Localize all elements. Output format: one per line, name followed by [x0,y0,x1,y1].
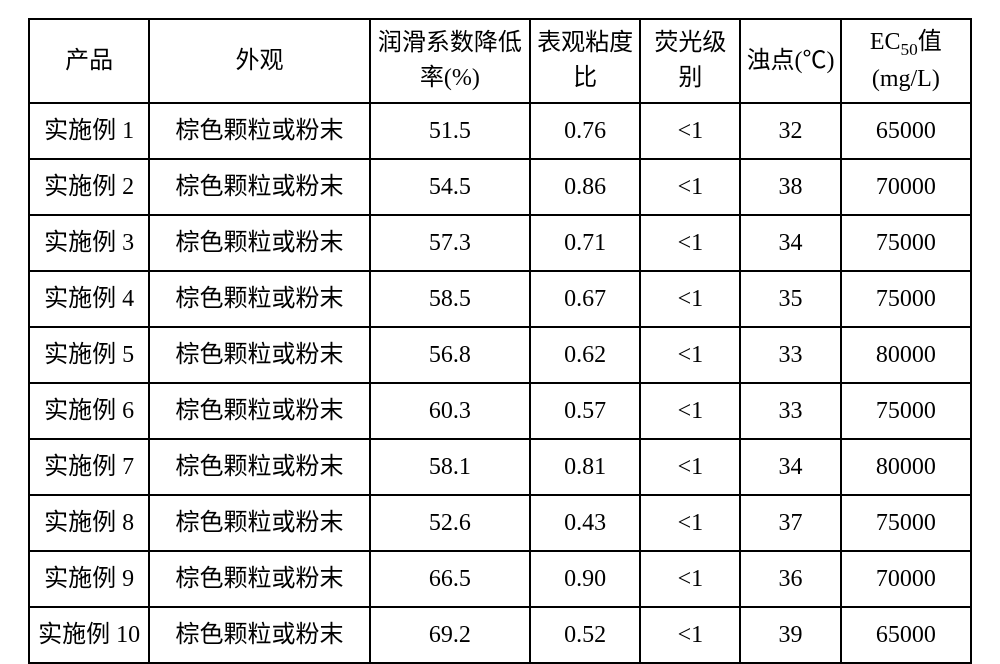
col-header-fluorescence: 荧光级别 [640,19,740,103]
table-row: 实施例 3棕色颗粒或粉末57.30.71<13475000 [29,215,971,271]
cell-product: 实施例 10 [29,607,149,663]
cell-ec50: 70000 [841,551,971,607]
cell-cloud_point: 34 [740,215,840,271]
cell-appearance: 棕色颗粒或粉末 [149,159,369,215]
table-row: 实施例 6棕色颗粒或粉末60.30.57<13375000 [29,383,971,439]
cell-appearance: 棕色颗粒或粉末 [149,607,369,663]
cell-fluorescence: <1 [640,271,740,327]
cell-cloud_point: 33 [740,327,840,383]
table-row: 实施例 10棕色颗粒或粉末69.20.52<13965000 [29,607,971,663]
cell-fluorescence: <1 [640,327,740,383]
cell-cloud_point: 38 [740,159,840,215]
cell-product: 实施例 5 [29,327,149,383]
cell-appearance: 棕色颗粒或粉末 [149,551,369,607]
table-head: 产品 外观 润滑系数降低率(%) 表观粘度比 荧光级别 浊点(℃) EC50值(… [29,19,971,103]
cell-product: 实施例 1 [29,103,149,159]
cell-ec50: 80000 [841,439,971,495]
col-header-lube-drop: 润滑系数降低率(%) [370,19,530,103]
col-header-appearance: 外观 [149,19,369,103]
cell-visc_ratio: 0.67 [530,271,640,327]
cell-product: 实施例 7 [29,439,149,495]
cell-visc_ratio: 0.43 [530,495,640,551]
table-row: 实施例 4棕色颗粒或粉末58.50.67<13575000 [29,271,971,327]
cell-visc_ratio: 0.76 [530,103,640,159]
cell-appearance: 棕色颗粒或粉末 [149,495,369,551]
cell-appearance: 棕色颗粒或粉末 [149,439,369,495]
cell-ec50: 70000 [841,159,971,215]
cell-appearance: 棕色颗粒或粉末 [149,327,369,383]
cell-ec50: 80000 [841,327,971,383]
cell-cloud_point: 36 [740,551,840,607]
cell-lube_drop: 69.2 [370,607,530,663]
cell-fluorescence: <1 [640,495,740,551]
table-row: 实施例 9棕色颗粒或粉末66.50.90<13670000 [29,551,971,607]
cell-appearance: 棕色颗粒或粉末 [149,103,369,159]
cell-visc_ratio: 0.57 [530,383,640,439]
table-body: 实施例 1棕色颗粒或粉末51.50.76<13265000实施例 2棕色颗粒或粉… [29,103,971,663]
cell-ec50: 65000 [841,607,971,663]
cell-visc_ratio: 0.52 [530,607,640,663]
cell-appearance: 棕色颗粒或粉末 [149,215,369,271]
cell-fluorescence: <1 [640,159,740,215]
cell-cloud_point: 34 [740,439,840,495]
cell-ec50: 75000 [841,383,971,439]
cell-appearance: 棕色颗粒或粉末 [149,383,369,439]
cell-lube_drop: 58.1 [370,439,530,495]
cell-fluorescence: <1 [640,215,740,271]
header-row: 产品 外观 润滑系数降低率(%) 表观粘度比 荧光级别 浊点(℃) EC50值(… [29,19,971,103]
cell-visc_ratio: 0.81 [530,439,640,495]
cell-lube_drop: 54.5 [370,159,530,215]
col-header-cloud-point: 浊点(℃) [740,19,840,103]
col-header-visc-ratio: 表观粘度比 [530,19,640,103]
table-row: 实施例 2棕色颗粒或粉末54.50.86<13870000 [29,159,971,215]
cell-ec50: 75000 [841,495,971,551]
ec50-subscript: 50 [901,40,918,59]
cell-cloud_point: 37 [740,495,840,551]
cell-product: 实施例 4 [29,271,149,327]
cell-product: 实施例 9 [29,551,149,607]
ec50-prefix: EC [870,29,901,55]
table-row: 实施例 8棕色颗粒或粉末52.60.43<13775000 [29,495,971,551]
page: 产品 外观 润滑系数降低率(%) 表观粘度比 荧光级别 浊点(℃) EC50值(… [0,0,1000,663]
cell-product: 实施例 8 [29,495,149,551]
cell-ec50: 65000 [841,103,971,159]
cell-fluorescence: <1 [640,607,740,663]
table-row: 实施例 5棕色颗粒或粉末56.80.62<13380000 [29,327,971,383]
cell-ec50: 75000 [841,215,971,271]
cell-lube_drop: 52.6 [370,495,530,551]
cell-appearance: 棕色颗粒或粉末 [149,271,369,327]
cell-ec50: 75000 [841,271,971,327]
data-table: 产品 外观 润滑系数降低率(%) 表观粘度比 荧光级别 浊点(℃) EC50值(… [28,18,972,664]
cell-cloud_point: 32 [740,103,840,159]
cell-product: 实施例 6 [29,383,149,439]
cell-visc_ratio: 0.62 [530,327,640,383]
cell-cloud_point: 33 [740,383,840,439]
cell-lube_drop: 58.5 [370,271,530,327]
col-header-ec50: EC50值(mg/L) [841,19,971,103]
cell-fluorescence: <1 [640,383,740,439]
cell-visc_ratio: 0.71 [530,215,640,271]
col-header-product: 产品 [29,19,149,103]
cell-visc_ratio: 0.90 [530,551,640,607]
table-row: 实施例 1棕色颗粒或粉末51.50.76<13265000 [29,103,971,159]
cell-cloud_point: 39 [740,607,840,663]
cell-fluorescence: <1 [640,103,740,159]
cell-lube_drop: 57.3 [370,215,530,271]
cell-product: 实施例 2 [29,159,149,215]
cell-lube_drop: 51.5 [370,103,530,159]
table-row: 实施例 7棕色颗粒或粉末58.10.81<13480000 [29,439,971,495]
cell-fluorescence: <1 [640,551,740,607]
cell-visc_ratio: 0.86 [530,159,640,215]
cell-lube_drop: 66.5 [370,551,530,607]
cell-product: 实施例 3 [29,215,149,271]
cell-lube_drop: 56.8 [370,327,530,383]
cell-lube_drop: 60.3 [370,383,530,439]
cell-fluorescence: <1 [640,439,740,495]
cell-cloud_point: 35 [740,271,840,327]
